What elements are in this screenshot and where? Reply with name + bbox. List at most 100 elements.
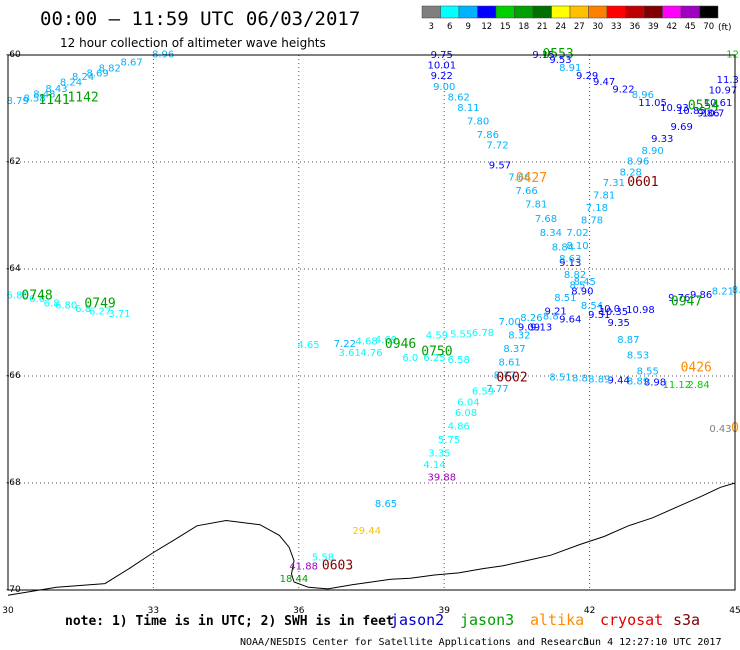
- pass-time-label: 0603: [322, 559, 353, 574]
- x-tick-label: 30: [2, 606, 14, 616]
- wave-height-label: 8.62: [448, 92, 470, 103]
- wave-height-label: 3.71: [108, 309, 130, 320]
- wave-height-label: 9.64: [559, 315, 581, 326]
- pass-time-label: 0602: [496, 370, 527, 385]
- wave-height-label: 8.90: [571, 287, 593, 298]
- wave-height-label: 9.00: [433, 82, 455, 93]
- scale-label: 3: [429, 22, 434, 32]
- wave-height-label: 8.48: [33, 89, 55, 100]
- wave-height-label: 8.8: [572, 373, 588, 384]
- wave-height-label: 4.86: [448, 422, 470, 433]
- y-tick-label: -62: [6, 157, 21, 167]
- satellite-label-jason3: jason3: [460, 611, 514, 629]
- scale-label: 30: [592, 22, 603, 32]
- wave-height-label: 7.02: [566, 228, 588, 239]
- wave-height-label: 4.76: [360, 348, 382, 359]
- coastline: [7, 482, 736, 596]
- wave-height-label: 5.55: [450, 329, 472, 340]
- wave-height-label: 4.68: [356, 336, 378, 347]
- scale-swatch: [514, 5, 534, 19]
- wave-height-label: 9.57: [489, 160, 511, 171]
- wave-height-label: 9.22: [431, 71, 453, 82]
- satellite-legend: jason2 jason3 altika cryosat s3a: [390, 611, 700, 629]
- scale-label: 18: [518, 22, 529, 32]
- pass-time-label: 0427: [516, 171, 547, 186]
- wave-height-label: 9.35: [608, 318, 630, 329]
- wave-height-label: 9.15: [532, 50, 554, 61]
- y-tick-label: -68: [6, 478, 21, 488]
- wave-height-label: 6.78: [472, 328, 494, 339]
- scale-swatch: [551, 5, 571, 19]
- scale-swatch: [569, 5, 589, 19]
- x-tick-label: 33: [148, 606, 159, 616]
- wave-height-label: 8.51: [554, 293, 576, 304]
- wave-height-label: 8.91: [559, 63, 581, 74]
- pass-time-label: 0947: [671, 294, 702, 309]
- wave-height-label: 8.96: [627, 157, 649, 168]
- wave-height-label: 6.8: [44, 298, 60, 309]
- wave-height-label: 11.12: [663, 380, 692, 391]
- wave-height-label: 6.80: [7, 290, 29, 301]
- wave-height-label: 6.25: [423, 353, 445, 364]
- wave-height-label: 8.63: [559, 254, 581, 265]
- scale-swatch: [625, 5, 645, 19]
- wave-height-label: 5.58: [312, 553, 334, 564]
- wave-height-label: 6.04: [457, 397, 479, 408]
- wave-height-label: 8.54: [581, 301, 603, 312]
- wave-height-label: 9.29: [576, 71, 598, 82]
- wave-height-label: 8.11: [457, 103, 479, 114]
- scale-swatch: [643, 5, 663, 19]
- wave-height-label: 8.89: [588, 374, 610, 385]
- wave-height-label: 3.35: [428, 448, 450, 459]
- wave-height-label: 7.66: [508, 173, 530, 184]
- scale-swatch: [477, 5, 497, 19]
- scale-label: 6: [447, 22, 452, 32]
- wave-height-label: 29.44: [352, 526, 381, 537]
- wave-height-label: 8.55: [637, 366, 659, 377]
- wave-height-label: 9.47: [593, 77, 615, 88]
- wave-height-label: 10.35: [600, 307, 629, 318]
- wave-height-label: 9.86: [697, 109, 719, 120]
- scale-label: 15: [500, 22, 511, 32]
- scale-label: 12: [481, 22, 492, 32]
- wave-height-label: 8.28: [620, 167, 642, 178]
- wave-height-label: 6.58: [448, 355, 470, 366]
- wave-height-label: 8.65: [375, 499, 397, 510]
- wave-height-label: 8.43: [45, 84, 67, 95]
- y-tick-label: -66: [6, 371, 21, 381]
- wave-height-label: 8.82: [564, 270, 586, 281]
- scale-label: 24: [555, 22, 566, 32]
- wave-height-label: 8.89: [627, 377, 649, 388]
- wave-height-label: 6.8: [75, 304, 91, 315]
- wave-height-label: 7.72: [486, 141, 508, 152]
- wave-height-label: 8.37: [503, 344, 525, 355]
- x-tick-label: 39: [438, 606, 450, 616]
- wave-height-label: 10.7: [702, 109, 724, 120]
- wave-height-label: 6.6: [29, 294, 45, 305]
- wave-height-label: 8.87: [617, 335, 639, 346]
- scale-label: 42: [666, 22, 677, 32]
- wave-height-label: 18.44: [280, 574, 309, 585]
- wave-height-label: 4.69: [375, 335, 397, 346]
- wave-height-label: 7.81: [593, 190, 615, 201]
- scale-label: 39: [648, 22, 659, 32]
- wave-height-label: 8.51: [549, 372, 571, 383]
- wave-height-label: 10.98: [626, 305, 655, 316]
- wave-height-label: 8.67: [120, 58, 142, 69]
- scale-label: 70: [703, 22, 714, 32]
- wave-height-label: 6.59: [472, 387, 494, 398]
- wave-height-label: 8.98: [644, 378, 666, 389]
- scale-unit-label: (ft): [718, 23, 732, 33]
- scale-swatch: [680, 5, 700, 19]
- wave-height-label: 8.82: [99, 64, 121, 75]
- pass-time-label: 0554: [688, 99, 719, 114]
- plot-border: [7, 54, 736, 591]
- wave-height-label: 8.69: [87, 68, 109, 79]
- wave-height-label: 8.34: [540, 228, 562, 239]
- x-tick-label: 36: [293, 606, 305, 616]
- chart-subtitle: 12 hour collection of altimeter wave hei…: [60, 36, 326, 50]
- wave-height-label: 8.32: [508, 331, 530, 342]
- scale-swatch: [458, 5, 478, 19]
- wave-height-label: 8.26: [520, 313, 542, 324]
